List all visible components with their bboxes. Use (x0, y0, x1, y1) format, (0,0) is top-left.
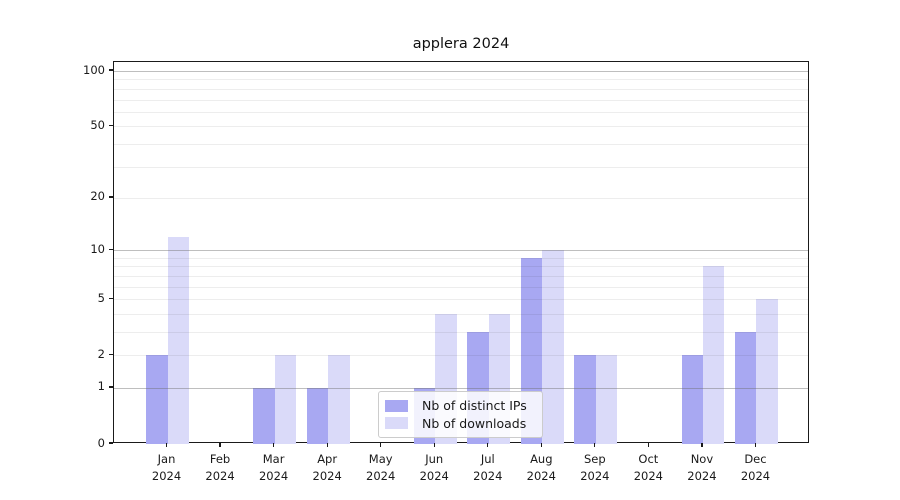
bar-distinct-ips-sep (574, 355, 596, 444)
minor-gridline-60 (114, 111, 808, 113)
x-tick-mark-may (380, 443, 382, 447)
x-tick-label-may: May 2024 (366, 452, 396, 483)
x-tick-label-jun: Jun 2024 (419, 452, 449, 483)
minor-gridline-7 (114, 275, 808, 277)
legend-row-distinct-ips: Nb of distinct IPs (385, 398, 534, 413)
legend-label-distinct-ips: Nb of distinct IPs (422, 398, 527, 414)
bar-downloads-nov (702, 266, 725, 444)
x-tick-label-aug: Aug 2024 (526, 452, 556, 483)
minor-gridline-3 (114, 331, 808, 333)
bar-distinct-ips-mar (253, 387, 275, 444)
bar-downloads-jan (167, 236, 189, 444)
distinct-ips-swatch (385, 399, 408, 412)
grid-layer (114, 62, 808, 442)
bar-distinct-ips-dec (735, 331, 757, 444)
y-tick-label-50: 50 (90, 117, 105, 132)
minor-gridline-40 (114, 143, 808, 145)
bar-downloads-aug (542, 250, 564, 444)
plot-area (113, 61, 809, 444)
minor-gridline-5 (114, 299, 808, 301)
x-tick-label-jan: Jan 2024 (151, 452, 182, 483)
minor-gridline-2 (114, 355, 808, 357)
x-tick-label-nov: Nov 2024 (687, 452, 717, 483)
y-tick-label-100: 100 (83, 62, 105, 77)
bar-downloads-mar (274, 355, 297, 444)
minor-gridline-9 (114, 257, 808, 259)
x-tick-label-sep: Sep 2024 (580, 452, 610, 483)
bar-distinct-ips-jan (146, 355, 168, 444)
major-gridline-1 (114, 387, 808, 389)
y-tick-label-1: 1 (97, 379, 105, 394)
x-tick-label-apr: Apr 2024 (312, 452, 342, 483)
minor-gridline-6 (114, 286, 808, 288)
minor-gridline-20 (114, 197, 808, 199)
chart-title: applera 2024 (412, 36, 510, 52)
bar-downloads-apr (328, 355, 350, 444)
y-tick-label-10: 10 (90, 241, 105, 256)
x-tick-label-feb: Feb 2024 (205, 452, 235, 483)
x-tick-label-oct: Oct 2024 (633, 452, 664, 483)
major-gridline-10 (114, 250, 808, 252)
y-tick-label-5: 5 (97, 290, 105, 305)
minor-gridline-8 (114, 266, 808, 268)
x-tick-label-dec: Dec 2024 (740, 452, 771, 483)
bar-downloads-sep (595, 355, 618, 444)
y-tick-label-20: 20 (90, 189, 105, 204)
minor-gridline-90 (114, 79, 808, 81)
minor-gridline-80 (114, 88, 808, 90)
x-tick-mark-feb (219, 443, 221, 447)
y-tick-label-2: 2 (97, 346, 105, 361)
y-tick-label-0: 0 (97, 435, 105, 450)
x-tick-mark-oct (647, 443, 649, 447)
x-tick-label-mar: Mar 2024 (258, 452, 289, 483)
minor-gridline-50 (114, 126, 808, 128)
minor-gridline-4 (114, 313, 808, 315)
bar-distinct-ips-nov (681, 355, 703, 444)
x-tick-label-jul: Jul 2024 (473, 452, 503, 483)
minor-gridline-70 (114, 99, 808, 101)
legend-label-downloads: Nb of downloads (422, 415, 527, 431)
legend: Nb of distinct IPs Nb of downloads (378, 391, 543, 438)
major-gridline-100 (114, 71, 808, 73)
minor-gridline-30 (114, 166, 808, 168)
bar-distinct-ips-apr (306, 387, 329, 444)
downloads-swatch (385, 417, 408, 430)
bar-downloads-dec (756, 299, 778, 444)
legend-row-downloads: Nb of downloads (385, 416, 534, 431)
